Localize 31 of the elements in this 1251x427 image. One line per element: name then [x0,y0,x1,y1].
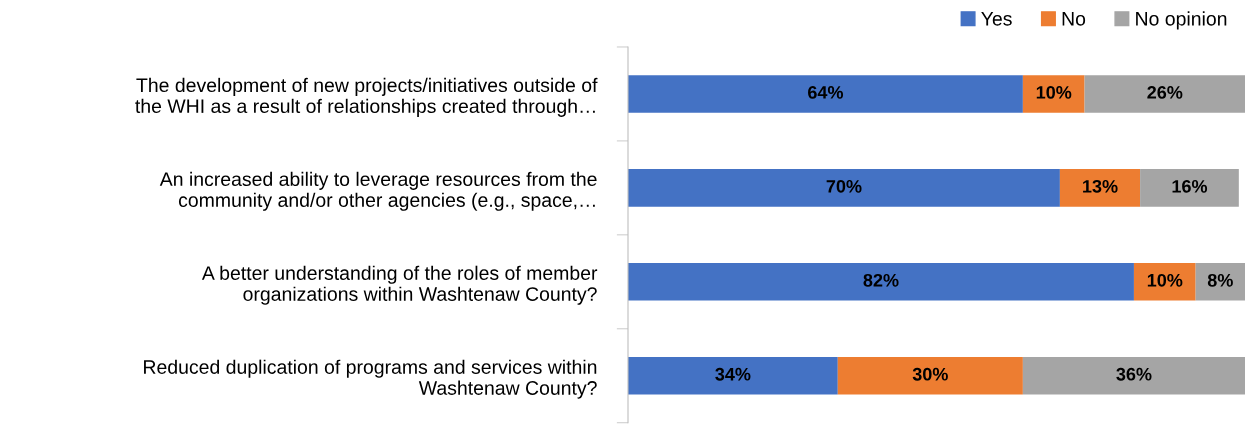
data-label: 70% [826,179,862,193]
bar [1133,263,1196,301]
bar [1059,169,1141,207]
data-label: 26% [1147,86,1183,99]
data-label: 10% [1036,86,1072,99]
bar [628,169,1060,207]
data-label: 30% [912,367,948,381]
data-label: 16% [1172,179,1208,193]
data-label: 64% [808,86,844,99]
data-label: 34% [715,367,751,381]
bar [1022,75,1085,113]
y-tick-label: An increased ability to leverage resources from the community and/or other agencies (e.g., space,… [159,171,597,211]
data-label: 13% [1083,179,1118,193]
data-label: 8% [1207,273,1233,287]
bar [837,356,1023,395]
y-tick-label: The development of new projects/initiatives outside of the WHI as a result of relationships created through… [135,77,598,117]
legend-label: Yes [981,12,1012,26]
y-tick-label: A better understanding of the roles of member organizations within Washtenaw County? [201,265,598,305]
legend-label: No [1062,12,1086,26]
bar [1084,75,1245,113]
bar [1140,169,1239,207]
data-label: 82% [863,273,899,287]
bar [1195,263,1245,301]
y-tick-label: Reduced duplication of programs and services within Washtenaw County? [144,359,597,399]
bar [628,75,1023,113]
bar [628,263,1134,301]
bar [1022,356,1245,395]
data-label: 36% [1116,367,1152,381]
bar [628,356,838,395]
legend-label: No opinion [1136,11,1227,30]
data-label: 10% [1147,273,1183,287]
